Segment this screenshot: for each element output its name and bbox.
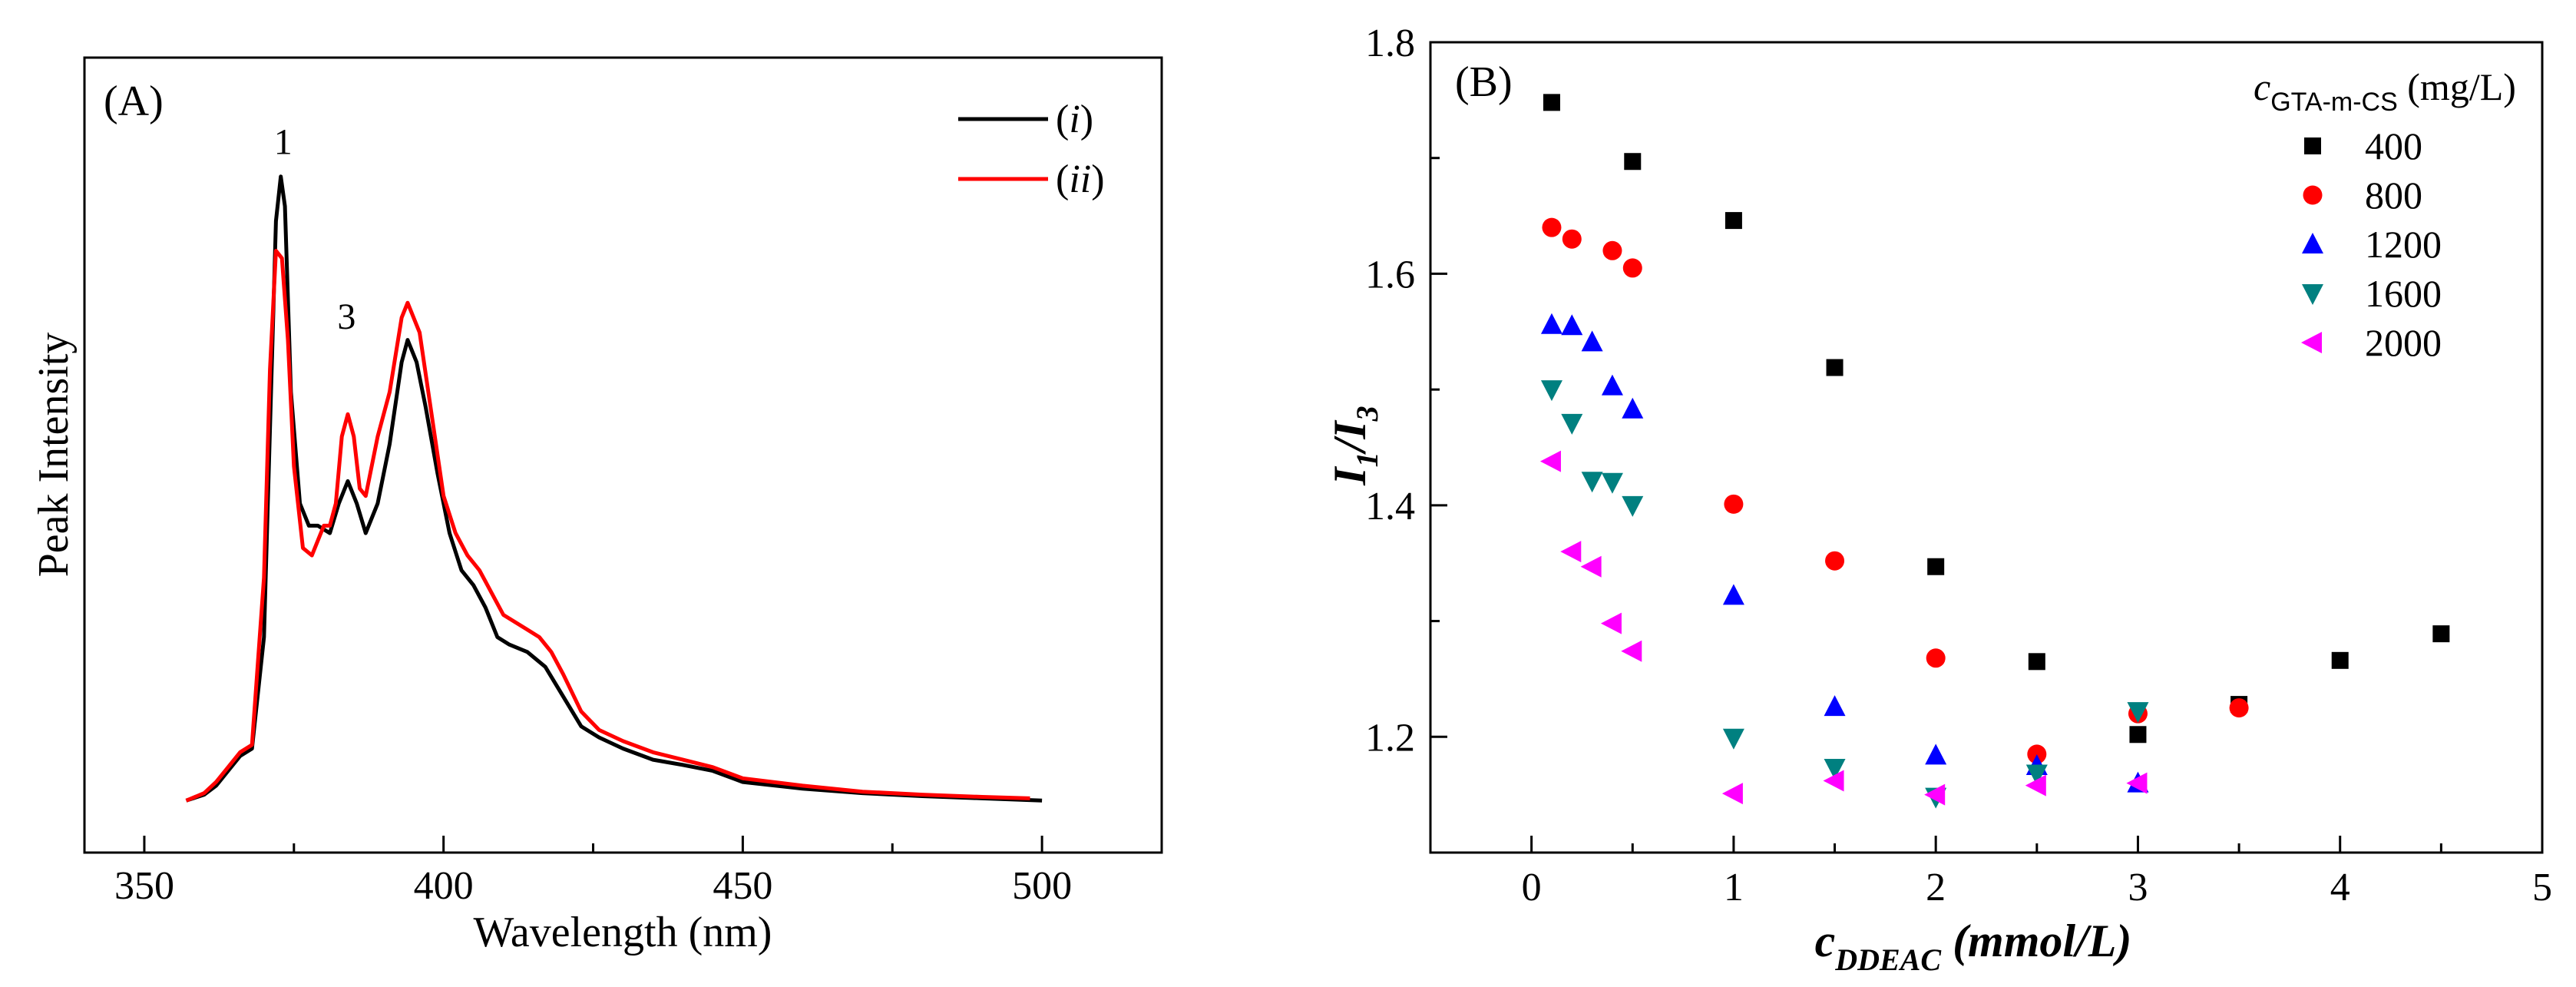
point-2000-8: [2025, 774, 2046, 797]
panel-a-label: (A): [104, 78, 164, 125]
spectrum-line-ii: [185, 249, 1030, 803]
panel-a-y-axis-label: Peak Intensity: [30, 333, 78, 578]
x-tick-label-400: 400: [414, 864, 474, 908]
point-1200-6: [1824, 695, 1846, 717]
panel-b-scatter-chart: 0 1 2 3 4 5 1.2 1.4 1.6 1.8 (B) cGTA-m-CS (mg/L) …: [1324, 22, 2552, 977]
point-400-9: [2432, 625, 2450, 643]
point-400-1: [1624, 153, 1642, 171]
point-800-0: [1542, 217, 1562, 237]
point-800-7: [2027, 744, 2047, 764]
point-2000-0: [1539, 450, 1561, 472]
point-1200-4: [1622, 397, 1644, 419]
legend-marker-1200: [2302, 233, 2323, 253]
panel-b-points: [1539, 94, 2450, 809]
x-tick-label-0: 0: [1522, 866, 1542, 909]
point-1200-5: [1722, 584, 1744, 605]
panel-a-series: [185, 174, 1043, 803]
x-tick-label-1: 1: [1724, 866, 1744, 909]
point-2000-9: [2126, 772, 2148, 794]
y-tick-label-1.6: 1.6: [1365, 253, 1415, 296]
panel-a-x-axis-label: Wavelength (nm): [474, 909, 772, 956]
legend-label-1600: 1600: [2365, 272, 2442, 315]
panel-b-label: (B): [1455, 58, 1513, 106]
point-2000-1: [1560, 541, 1582, 563]
point-400-8: [2331, 651, 2349, 669]
point-2000-6: [1823, 770, 1844, 792]
panel-b-legend: cGTA-m-CS (mg/L) 400 800 1200 1600 2000: [2254, 65, 2516, 364]
x-tick-label-350: 350: [114, 864, 174, 908]
point-1600-1: [1561, 413, 1583, 435]
point-1600-2: [1581, 472, 1603, 493]
legend-title: cGTA-m-CS (mg/L): [2254, 65, 2516, 117]
point-1200-3: [1601, 374, 1623, 396]
panel-a-legend: (i) (ii): [958, 98, 1105, 201]
point-800-2: [1602, 240, 1622, 260]
legend-label-i: (i): [1056, 98, 1093, 141]
point-1200-2: [1581, 330, 1603, 352]
point-400-4: [1927, 558, 1945, 575]
point-400-6: [2129, 726, 2147, 744]
point-1200-0: [1540, 313, 1562, 334]
point-800-5: [1825, 551, 1845, 571]
y-tick-label-1.8: 1.8: [1365, 22, 1415, 65]
point-400-2: [1724, 212, 1742, 230]
point-1600-4: [1622, 495, 1644, 517]
panel-b-y-axis-label: I1/I3: [1324, 406, 1384, 485]
legend-label-ii: (ii): [1056, 157, 1105, 201]
panel-a-x-ticks: 350 400 450 500: [114, 836, 1072, 908]
point-1600-8: [2025, 764, 2048, 786]
spectrum-line-i: [185, 174, 1043, 803]
x-tick-label-4: 4: [2330, 866, 2350, 909]
point-800-6: [1926, 648, 1946, 668]
point-400-5: [2028, 653, 2045, 671]
legend-label-1200: 1200: [2365, 223, 2442, 266]
point-2000-7: [1924, 783, 1946, 806]
legend-marker-400: [2304, 137, 2321, 154]
point-1600-3: [1601, 472, 1623, 494]
panel-a-spectrum-chart: 350 400 450 500 13 (A) (i) (ii) Wavelength …: [30, 56, 1163, 956]
legend-marker-1600: [2302, 284, 2323, 305]
panel-a-frame: [83, 56, 1163, 854]
y-tick-label-1.2: 1.2: [1365, 716, 1415, 760]
point-1600-5: [1722, 728, 1744, 750]
panel-b-x-axis-label: cDDEAC (mmol/L): [1815, 916, 2132, 977]
point-2000-3: [1600, 612, 1622, 634]
point-800-3: [1622, 258, 1642, 278]
point-2000-5: [1721, 783, 1743, 805]
point-1200-1: [1561, 314, 1583, 336]
point-800-9: [2229, 698, 2249, 718]
point-400-3: [1826, 359, 1844, 376]
point-400-0: [1543, 94, 1560, 111]
point-2000-4: [1621, 640, 1642, 662]
legend-label-800: 800: [2365, 174, 2422, 217]
peak-label-3: 3: [337, 296, 355, 337]
panel-b-frame: [1429, 41, 2544, 854]
legend-label-2000: 2000: [2365, 321, 2442, 364]
legend-label-400: 400: [2365, 124, 2422, 167]
point-1200-7: [1925, 744, 1947, 765]
point-800-1: [1562, 229, 1582, 249]
panel-a-peak-labels: 13: [274, 122, 356, 337]
point-1600-6: [1824, 758, 1846, 780]
panel-b-ticks: 0 1 2 3 4 5 1.2 1.4 1.6 1.8: [1365, 22, 2552, 909]
x-tick-label-450: 450: [713, 864, 772, 908]
point-2000-2: [1580, 555, 1602, 578]
point-1600-9: [2127, 702, 2149, 724]
x-tick-label-5: 5: [2532, 866, 2552, 909]
legend-marker-800: [2303, 185, 2323, 205]
point-1600-0: [1540, 380, 1562, 402]
legend-marker-2000: [2301, 332, 2322, 353]
x-tick-label-500: 500: [1012, 864, 1072, 908]
x-tick-label-2: 2: [1926, 866, 1946, 909]
x-tick-label-3: 3: [2128, 866, 2148, 909]
peak-label-1: 1: [274, 122, 293, 163]
point-800-4: [1724, 494, 1744, 514]
y-tick-label-1.4: 1.4: [1365, 485, 1415, 528]
